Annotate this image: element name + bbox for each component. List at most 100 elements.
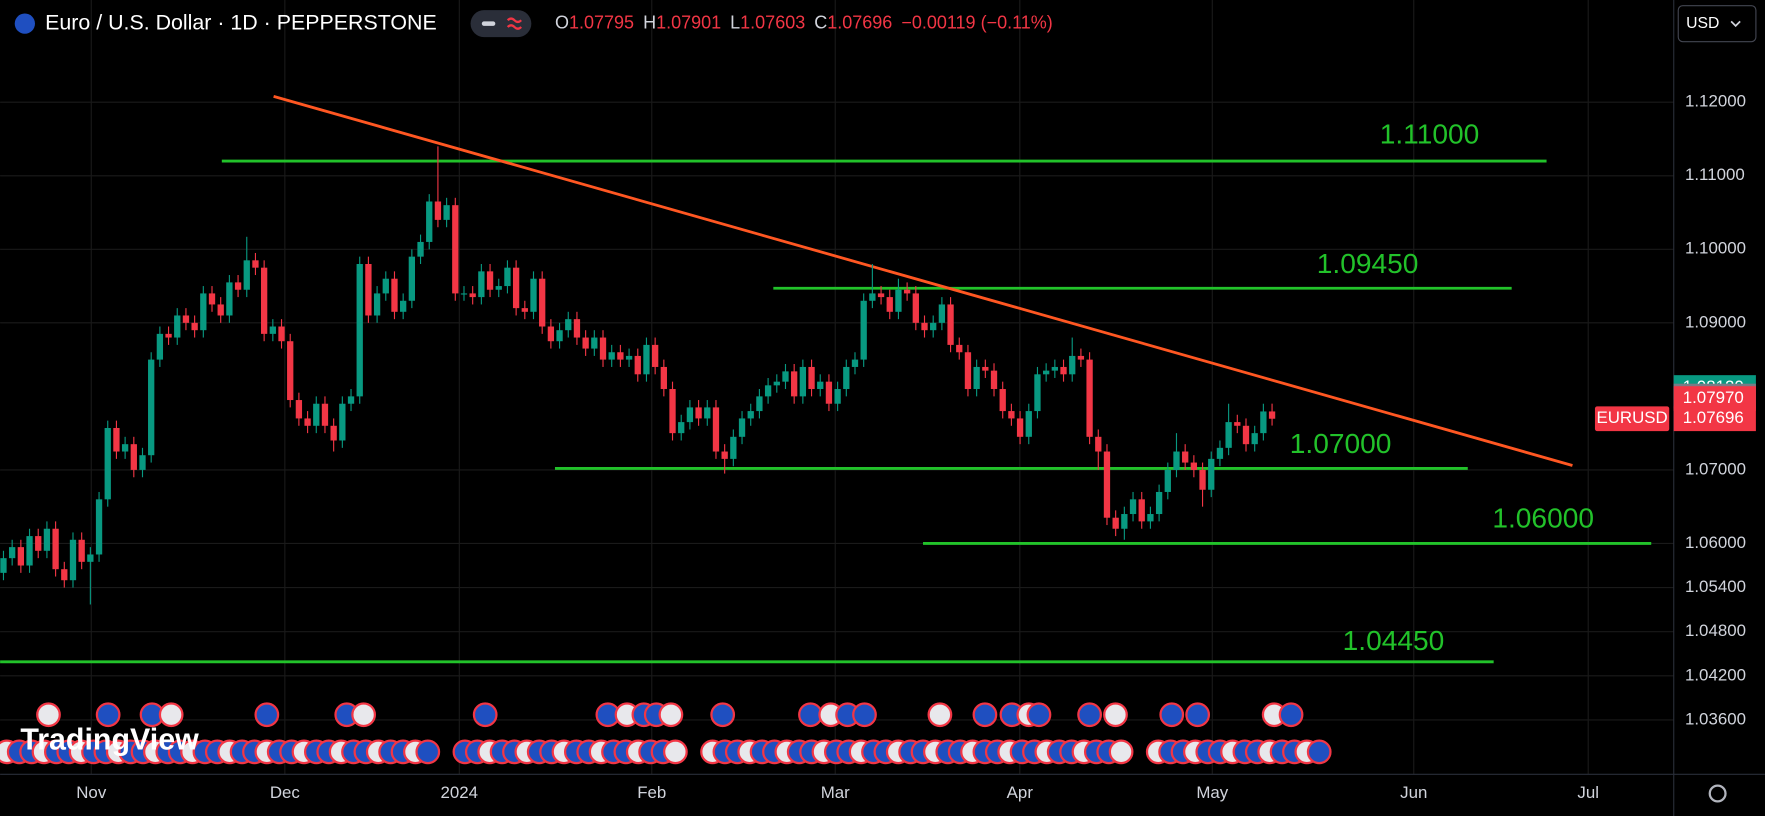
candle-body <box>208 293 216 305</box>
change: −0.00119 (−0.11%) <box>901 12 1052 32</box>
candle-body <box>260 267 268 334</box>
currency-button[interactable] <box>1677 5 1757 43</box>
level-annotation: 1.07000 <box>1290 428 1392 459</box>
candle-body <box>825 381 833 404</box>
candle-body <box>521 308 528 312</box>
candle-body <box>400 300 407 312</box>
candle-body <box>174 315 181 338</box>
x-tick-label: Mar <box>821 783 850 802</box>
candle-body <box>1173 451 1180 470</box>
candle-body <box>1069 355 1076 375</box>
candle-body <box>1086 359 1093 437</box>
candle-body <box>669 389 676 434</box>
event-icon <box>1278 702 1304 728</box>
candle-body <box>452 205 459 294</box>
x-tick-label: May <box>1196 783 1228 802</box>
candle-body <box>851 359 859 367</box>
candle-body <box>843 366 850 390</box>
candle-body <box>956 344 963 353</box>
candle-body <box>634 355 641 375</box>
candle-body <box>625 355 633 360</box>
event-icon <box>1185 702 1211 728</box>
candle-body <box>156 333 164 360</box>
candle-body <box>512 267 520 309</box>
event-icon <box>852 702 877 728</box>
candle-body <box>1251 433 1258 445</box>
candle-body <box>877 293 885 298</box>
candle-body <box>243 260 250 290</box>
candle-body <box>747 411 754 419</box>
candle-body <box>1095 436 1102 452</box>
last-price: 1.07696 <box>1683 408 1744 427</box>
candle-body <box>52 528 59 570</box>
candle-body <box>1216 447 1224 459</box>
grid <box>0 0 1674 775</box>
candle-body <box>1208 458 1215 490</box>
x-tick-label: Jul <box>1577 783 1599 802</box>
candle-body <box>321 403 329 426</box>
symbol-tag-box <box>1594 406 1670 432</box>
last-price-box <box>1673 406 1756 432</box>
candle-body <box>756 396 763 412</box>
candle-body <box>1147 514 1154 522</box>
candle-body <box>234 282 242 290</box>
candle-body <box>87 554 94 562</box>
candle-body <box>478 271 485 298</box>
candle-body <box>417 241 424 257</box>
y-tick-label: 1.03600 <box>1685 709 1746 728</box>
candle-body <box>608 352 615 360</box>
event-icon <box>972 702 998 728</box>
event-icon <box>472 702 498 728</box>
candle-body <box>486 271 494 290</box>
candle-body <box>1103 451 1111 518</box>
candle-body <box>860 300 867 360</box>
candle-body <box>365 264 372 316</box>
candle-body <box>191 322 198 331</box>
watermark: TradingView <box>20 723 199 757</box>
event-icon <box>1159 702 1185 728</box>
y-tick-label: 1.11000 <box>1685 165 1745 184</box>
candle-body <box>764 385 772 397</box>
event-icon <box>1108 739 1134 765</box>
candle-body <box>886 297 893 312</box>
settings-icon[interactable] <box>1708 784 1727 803</box>
ohlc-value: 1.07795 <box>569 12 634 32</box>
event-icon <box>158 702 184 728</box>
candle-body <box>565 319 572 331</box>
axis: 1.12000 1.11000 1.10000 1.09000 1.07000 1.060… <box>76 92 1756 802</box>
candle-body <box>269 326 276 334</box>
candle-body <box>895 289 902 312</box>
candle-body <box>678 422 685 434</box>
candle-body <box>148 359 155 456</box>
symbol-tag: EURUSD <box>1596 408 1667 427</box>
candle-body <box>1025 411 1032 437</box>
level-annotation: 1.09450 <box>1317 248 1419 279</box>
event-icon <box>658 702 684 728</box>
candle-body <box>356 264 363 397</box>
x-tick-label: Jun <box>1400 783 1427 802</box>
candle-body <box>547 326 555 342</box>
ohlc-letter: C <box>814 12 827 32</box>
ohlc-value: 1.07696 <box>827 12 892 32</box>
x-tick-label: Nov <box>76 783 107 802</box>
toggle[interactable] <box>470 10 532 38</box>
event-icon <box>351 702 377 728</box>
candle-body <box>130 444 137 470</box>
candle-body <box>617 352 624 360</box>
candle-body <box>582 337 589 349</box>
candle-body <box>9 547 16 559</box>
candle-body <box>200 293 207 331</box>
candle-body <box>930 322 937 331</box>
candle-body <box>712 407 720 452</box>
ohlc-letter: H <box>643 12 656 32</box>
y-tick-label: 1.09000 <box>1685 312 1746 331</box>
candle-body <box>1190 462 1198 470</box>
level-annotation: 1.06000 <box>1492 502 1594 533</box>
candle-body <box>469 293 476 298</box>
x-tick-label: Apr <box>1007 783 1034 802</box>
candle-body <box>782 371 789 382</box>
candle-body <box>1034 374 1041 412</box>
